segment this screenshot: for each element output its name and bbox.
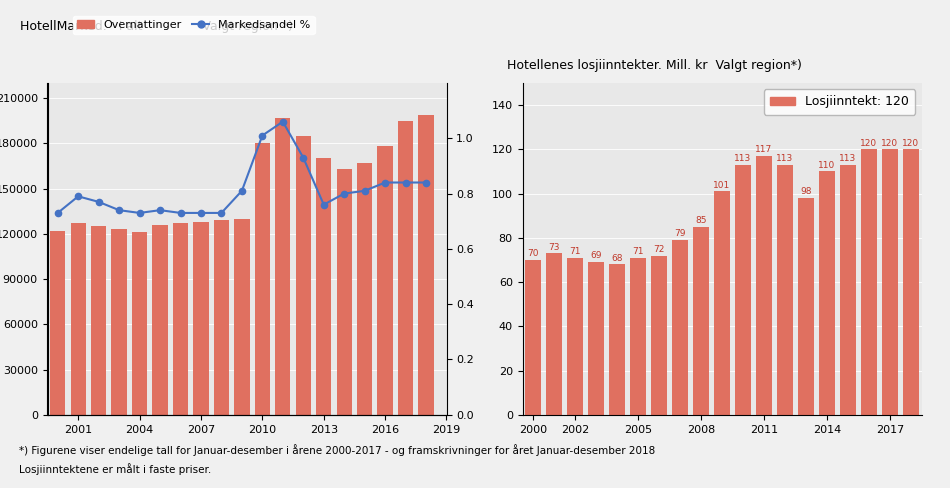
Bar	[694, 227, 709, 415]
Text: 117: 117	[755, 145, 772, 154]
Bar	[214, 220, 229, 415]
Text: 79: 79	[674, 229, 686, 238]
Bar	[235, 219, 250, 415]
Bar	[588, 262, 604, 415]
Bar	[567, 258, 583, 415]
Text: 85: 85	[695, 216, 707, 225]
Text: 113: 113	[840, 154, 857, 163]
Bar	[756, 156, 771, 415]
Bar	[111, 229, 126, 415]
Bar	[819, 171, 835, 415]
Bar	[398, 121, 413, 415]
Bar	[193, 222, 209, 415]
Bar	[609, 264, 625, 415]
Bar	[377, 146, 392, 415]
Text: HotellMarked.   I alt               Valgt region *): HotellMarked. I alt Valgt region *)	[20, 20, 293, 33]
Bar	[673, 240, 688, 415]
Bar	[418, 115, 434, 415]
Text: 120: 120	[861, 139, 878, 147]
Bar	[651, 256, 667, 415]
Text: Hotellenes losjiinntekter. Mill. kr  Valgt region*): Hotellenes losjiinntekter. Mill. kr Valg…	[506, 59, 802, 72]
Bar	[336, 169, 351, 415]
Bar	[255, 143, 270, 415]
Text: 70: 70	[527, 249, 539, 258]
Text: 71: 71	[633, 247, 644, 256]
Text: Losjiinntektene er målt i faste priser.: Losjiinntektene er målt i faste priser.	[19, 464, 211, 475]
Bar	[798, 198, 814, 415]
Bar	[91, 226, 106, 415]
Text: 101: 101	[713, 181, 731, 190]
Bar	[777, 165, 793, 415]
Bar	[546, 253, 561, 415]
Bar	[50, 231, 66, 415]
Text: 69: 69	[590, 251, 601, 261]
Bar	[295, 136, 311, 415]
Text: 98: 98	[800, 187, 811, 196]
Bar	[903, 149, 919, 415]
Bar	[316, 159, 332, 415]
Text: 120: 120	[882, 139, 899, 147]
Text: 72: 72	[654, 245, 665, 254]
Bar	[883, 149, 898, 415]
Bar	[173, 223, 188, 415]
Bar	[276, 118, 291, 415]
Bar	[861, 149, 877, 415]
Legend: Overnattinger, Markedsandel %: Overnattinger, Markedsandel %	[73, 16, 314, 34]
Text: 68: 68	[611, 254, 623, 263]
Bar	[735, 165, 751, 415]
Legend: Losjiinntekt: 120: Losjiinntekt: 120	[764, 89, 915, 115]
Text: 113: 113	[734, 154, 751, 163]
Text: 71: 71	[569, 247, 580, 256]
Text: 113: 113	[776, 154, 793, 163]
Bar	[70, 223, 86, 415]
Text: *) Figurene viser endelige tall for Januar-desember i årene 2000-2017 - og frams: *) Figurene viser endelige tall for Janu…	[19, 444, 655, 456]
Bar	[840, 165, 856, 415]
Bar	[357, 163, 372, 415]
Bar	[132, 232, 147, 415]
Bar	[714, 191, 730, 415]
Bar	[630, 258, 646, 415]
Bar	[525, 260, 541, 415]
Bar	[152, 225, 168, 415]
Text: 120: 120	[902, 139, 920, 147]
Text: 110: 110	[818, 161, 836, 170]
Text: 73: 73	[548, 243, 560, 251]
